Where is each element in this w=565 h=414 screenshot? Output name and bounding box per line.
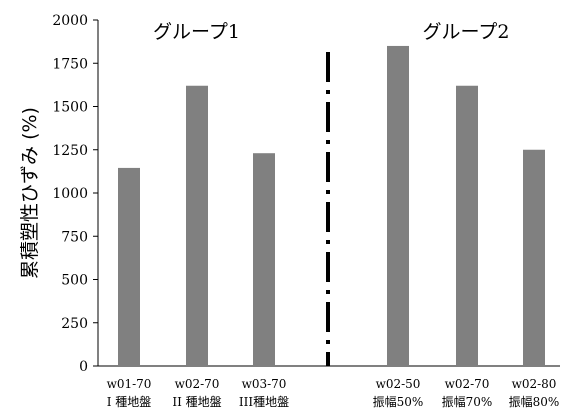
bar	[456, 85, 478, 367]
y-tick-label: 0	[79, 359, 88, 375]
x-tick-label: w02-80	[512, 377, 557, 391]
x-tick-sublabel: 振幅70%	[442, 394, 493, 409]
x-tick-label: w02-70	[445, 377, 490, 391]
bar	[253, 153, 275, 366]
bars	[118, 45, 545, 367]
y-tick-label: 1250	[52, 143, 88, 159]
x-tick-sublabel: III種地盤	[239, 395, 289, 409]
y-axis-ticks: 0 250 500 750 1000 1250 1500 1750 2000	[52, 13, 98, 375]
y-tick-label: 750	[61, 229, 88, 245]
y-tick-label: 1500	[52, 100, 88, 116]
y-axis-title-group: 累積塑性ひずみ (%)	[19, 107, 41, 279]
x-tick-sublabel: II 種地盤	[172, 395, 221, 409]
y-tick-label: 250	[61, 316, 88, 332]
y-axis-title: 累積塑性ひずみ (%)	[19, 107, 41, 279]
x-tick-label: w02-70	[175, 377, 220, 391]
x-tick-sublabel: 振幅50%	[373, 394, 424, 409]
x-tick-sublabel: I 種地盤	[107, 395, 152, 409]
x-tick-label: w03-70	[242, 377, 287, 391]
bar	[523, 149, 545, 366]
x-tick-sublabel: 振幅80%	[509, 394, 560, 409]
y-tick-label: 1000	[52, 186, 88, 202]
y-tick-label: 2000	[52, 13, 88, 29]
bar	[118, 167, 140, 366]
x-tick-label: w01-70	[107, 377, 152, 391]
bar	[387, 45, 409, 366]
group-labels: グループ1 グループ2	[153, 21, 509, 43]
y-tick-label: 500	[61, 273, 88, 289]
group-label: グループ2	[423, 21, 510, 43]
x-axis-category-labels: w01-70 I 種地盤 w02-70 II 種地盤 w03-70 III種地盤 w02-5…	[107, 377, 560, 409]
group-label: グループ1	[153, 21, 240, 43]
y-tick-label: 1750	[52, 56, 88, 72]
x-tick-label: w02-50	[376, 377, 421, 391]
bar	[186, 85, 208, 367]
